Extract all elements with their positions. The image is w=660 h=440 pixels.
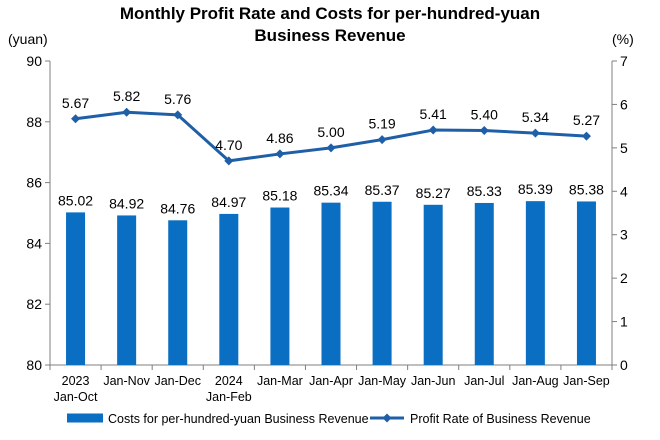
profit-rate-label: 5.76 [164,91,191,107]
cost-bar-label: 85.27 [416,185,451,201]
profit-rate-label: 5.40 [471,106,498,122]
x-category-label: Jan-Apr [309,374,353,388]
left-axis-unit: (yuan) [8,31,48,47]
cost-bar-label: 84.92 [109,195,144,211]
cost-bar [117,215,137,365]
profit-rate-point [173,110,183,120]
cost-bar-label: 85.37 [365,182,400,198]
cost-bar [321,202,341,365]
right-tick-label: 3 [620,227,628,243]
cost-bar-label: 85.39 [518,181,553,197]
right-axis-unit: (%) [612,31,634,47]
left-tick-label: 80 [26,357,42,373]
x-category-label: Jan-Mar [257,374,303,388]
profit-rate-label: 5.67 [62,95,89,111]
legend-bar-swatch [67,413,103,423]
cost-bar-label: 85.38 [569,181,604,197]
profit-rate-point [428,125,438,135]
cost-bar [219,213,239,365]
x-category-label-line: Jan-Feb [206,390,252,404]
chart-title-line-1: Monthly Profit Rate and Costs for per-hu… [119,4,541,23]
cost-bar [525,201,545,365]
left-tick-label: 90 [26,53,42,69]
x-category-label-line: Jan-Apr [309,374,353,388]
chart-title-line-2: Business Revenue [254,26,406,45]
right-tick-label: 6 [620,96,628,112]
x-category-label-line: Jan-Dec [154,374,201,388]
x-category-label-line: Jan-Jun [411,374,456,388]
profit-rate-label: 5.27 [573,112,600,128]
x-category-label-line: Jan-Sep [563,374,610,388]
profit-rate-point [377,135,387,145]
x-category-label-line: Jan-Aug [512,374,559,388]
cost-bar-label: 84.97 [211,194,246,210]
right-tick-label: 1 [620,314,628,330]
legend-line-marker [382,413,392,423]
left-tick-label: 82 [26,296,42,312]
profit-rate-label: 4.70 [215,137,242,153]
left-tick-label: 88 [26,114,42,130]
cost-bar-label: 85.34 [313,183,348,199]
x-category-label-line: Jan-Jul [464,374,504,388]
x-category-label: Jan-Dec [154,374,201,388]
right-tick-label: 5 [620,140,628,156]
profit-rate-label: 5.82 [113,88,140,104]
profit-rate-point [581,131,591,141]
x-category-label: Jan-Nov [103,374,150,388]
x-category-label-line: Jan-Oct [54,390,98,404]
profit-rate-point [122,107,132,117]
x-category-label-line: Jan-Mar [257,374,303,388]
profit-rate-label: 5.00 [317,124,344,140]
cost-bar-label: 85.02 [58,192,93,208]
legend-line-label: Profit Rate of Business Revenue [410,412,591,426]
right-tick-label: 4 [620,183,628,199]
cost-bar [474,202,494,365]
profit-rate-point [326,143,336,153]
left-tick-label: 84 [26,235,42,251]
cost-bar [270,207,290,365]
x-category-label: 2023 Jan-Oct [54,374,98,404]
right-tick-label: 2 [620,270,628,286]
profit-rate-label: 4.86 [266,130,293,146]
cost-bar [423,204,443,365]
profit-rate-point [224,156,234,166]
cost-bar [576,201,596,365]
legend-bar-label: Costs for per-hundred-yuan Business Reve… [108,412,369,426]
x-category-label: Jan-Sep [563,374,610,388]
left-tick-label: 86 [26,175,42,191]
x-category-label: Jan-Jul [464,374,504,388]
profit-rate-label: 5.19 [368,116,395,132]
x-category-label: Jan-Aug [512,374,559,388]
right-tick-label: 7 [620,53,628,69]
profit-rate-label: 5.41 [420,106,447,122]
cost-bar [168,220,188,365]
cost-bar-label: 84.76 [160,200,195,216]
x-category-label: 2024 Jan-Feb [206,374,252,404]
cost-bar [372,201,392,365]
cost-bar [66,212,86,365]
profit-rate-point [530,128,540,138]
cost-bar-label: 85.18 [262,188,297,204]
x-category-label-line: Jan-Nov [103,374,150,388]
right-tick-label: 0 [620,357,628,373]
profit-rate-point [71,114,81,124]
x-category-label: Jan-Jun [411,374,456,388]
profit-rate-label: 5.34 [522,109,549,125]
x-category-label-line: 2024 [215,374,243,388]
profit-rate-point [479,125,489,135]
profit-rate-point [275,149,285,159]
cost-bar-label: 85.33 [467,183,502,199]
x-category-label-line: 2023 [62,374,90,388]
x-category-label-line: Jan-May [358,374,407,388]
x-category-label: Jan-May [358,374,407,388]
